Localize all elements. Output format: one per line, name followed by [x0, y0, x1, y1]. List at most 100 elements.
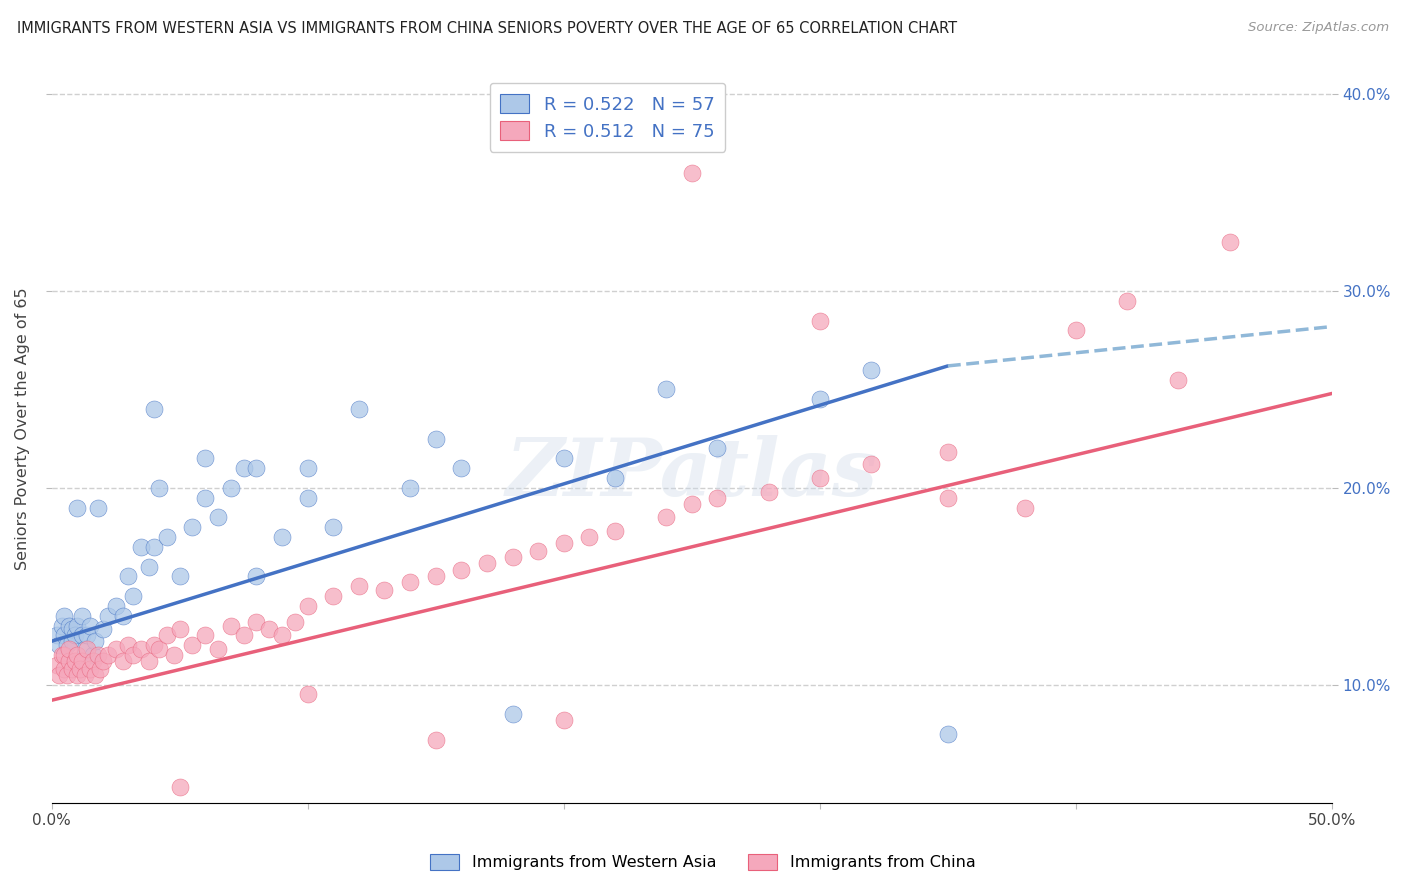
- Point: [399, 481, 422, 495]
- Point: [169, 623, 191, 637]
- Point: [936, 445, 959, 459]
- Point: [122, 648, 145, 662]
- Point: [97, 648, 120, 662]
- Point: [91, 654, 114, 668]
- Point: [681, 166, 703, 180]
- Point: [425, 432, 447, 446]
- Point: [143, 638, 166, 652]
- Point: [53, 648, 76, 662]
- Point: [1014, 500, 1036, 515]
- Point: [169, 780, 191, 794]
- Point: [207, 642, 229, 657]
- Point: [82, 648, 104, 662]
- Point: [56, 667, 79, 681]
- Point: [72, 654, 94, 668]
- Legend: R = 0.522   N = 57, R = 0.512   N = 75: R = 0.522 N = 57, R = 0.512 N = 75: [489, 83, 725, 152]
- Point: [156, 530, 179, 544]
- Point: [143, 402, 166, 417]
- Point: [603, 524, 626, 538]
- Point: [860, 363, 883, 377]
- Point: [51, 648, 73, 662]
- Point: [655, 383, 678, 397]
- Point: [1116, 293, 1139, 308]
- Point: [219, 618, 242, 632]
- Point: [48, 667, 70, 681]
- Point: [399, 575, 422, 590]
- Point: [169, 569, 191, 583]
- Point: [84, 667, 107, 681]
- Point: [53, 662, 76, 676]
- Point: [1064, 324, 1087, 338]
- Point: [450, 564, 472, 578]
- Point: [58, 642, 80, 657]
- Point: [681, 497, 703, 511]
- Point: [86, 648, 108, 662]
- Point: [66, 667, 89, 681]
- Point: [271, 530, 294, 544]
- Point: [194, 628, 217, 642]
- Point: [245, 615, 267, 629]
- Point: [51, 618, 73, 632]
- Point: [297, 599, 319, 613]
- Point: [527, 543, 550, 558]
- Point: [53, 628, 76, 642]
- Point: [373, 583, 395, 598]
- Point: [66, 648, 89, 662]
- Point: [122, 589, 145, 603]
- Point: [502, 706, 524, 721]
- Point: [73, 667, 96, 681]
- Point: [138, 654, 160, 668]
- Point: [60, 634, 83, 648]
- Text: ZIPatlas: ZIPatlas: [506, 435, 877, 512]
- Point: [148, 642, 170, 657]
- Point: [207, 510, 229, 524]
- Point: [284, 615, 307, 629]
- Point: [163, 648, 186, 662]
- Point: [181, 520, 204, 534]
- Point: [297, 687, 319, 701]
- Point: [232, 628, 254, 642]
- Point: [112, 608, 135, 623]
- Point: [45, 628, 67, 642]
- Point: [76, 628, 98, 642]
- Point: [112, 654, 135, 668]
- Point: [219, 481, 242, 495]
- Point: [91, 623, 114, 637]
- Point: [245, 461, 267, 475]
- Point: [603, 471, 626, 485]
- Point: [148, 481, 170, 495]
- Point: [104, 599, 127, 613]
- Point: [425, 569, 447, 583]
- Point: [425, 732, 447, 747]
- Text: IMMIGRANTS FROM WESTERN ASIA VS IMMIGRANTS FROM CHINA SENIORS POVERTY OVER THE A: IMMIGRANTS FROM WESTERN ASIA VS IMMIGRAN…: [17, 21, 957, 37]
- Point: [322, 589, 344, 603]
- Point: [860, 457, 883, 471]
- Point: [58, 654, 80, 668]
- Point: [706, 491, 728, 505]
- Text: Source: ZipAtlas.com: Source: ZipAtlas.com: [1249, 21, 1389, 35]
- Point: [60, 662, 83, 676]
- Point: [79, 662, 101, 676]
- Point: [347, 579, 370, 593]
- Point: [63, 628, 86, 642]
- Point: [73, 642, 96, 657]
- Y-axis label: Seniors Poverty Over the Age of 65: Seniors Poverty Over the Age of 65: [15, 287, 30, 570]
- Point: [76, 642, 98, 657]
- Point: [104, 642, 127, 657]
- Point: [706, 442, 728, 456]
- Point: [553, 451, 575, 466]
- Point: [655, 510, 678, 524]
- Point: [297, 491, 319, 505]
- Point: [271, 628, 294, 642]
- Point: [181, 638, 204, 652]
- Point: [1167, 373, 1189, 387]
- Point: [143, 540, 166, 554]
- Point: [129, 540, 152, 554]
- Point: [56, 638, 79, 652]
- Point: [194, 491, 217, 505]
- Point: [758, 484, 780, 499]
- Point: [86, 500, 108, 515]
- Point: [60, 623, 83, 637]
- Point: [475, 556, 498, 570]
- Point: [117, 569, 139, 583]
